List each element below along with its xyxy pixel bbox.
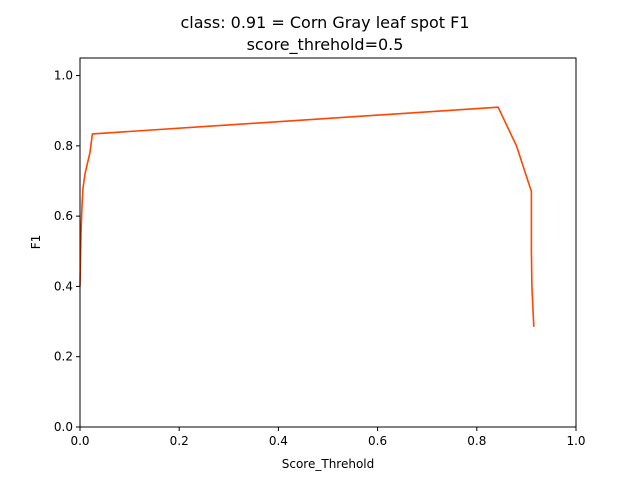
y-tick-label: 0.8 <box>54 139 73 153</box>
plot-frame <box>79 57 577 428</box>
x-tick-label: 0.0 <box>70 434 89 448</box>
x-axis: 0.0 0.2 0.4 0.6 0.8 1.0 <box>70 427 586 448</box>
chart-title: class: 0.91 = Corn Gray leaf spot F1 <box>180 13 469 32</box>
y-tick-label: 1.0 <box>54 69 73 83</box>
x-tick-label: 0.6 <box>368 434 387 448</box>
y-tick-label: 0.6 <box>54 209 73 223</box>
y-axis-label: F1 <box>29 235 43 250</box>
y-tick-label: 0.0 <box>54 420 73 434</box>
y-tick-label: 0.2 <box>54 350 73 364</box>
f1-series-line <box>79 106 535 327</box>
x-tick-label: 0.2 <box>170 434 189 448</box>
x-tick-label: 1.0 <box>566 434 585 448</box>
y-axis: 0.0 0.2 0.4 0.6 0.8 1.0 <box>54 69 80 434</box>
chart-subtitle: score_threhold=0.5 <box>247 35 404 55</box>
series-line-group <box>79 106 535 327</box>
x-axis-label: Score_Threhold <box>282 457 375 471</box>
x-tick-label: 0.8 <box>467 434 486 448</box>
y-tick-label: 0.4 <box>54 279 73 293</box>
x-tick-label: 0.4 <box>269 434 288 448</box>
